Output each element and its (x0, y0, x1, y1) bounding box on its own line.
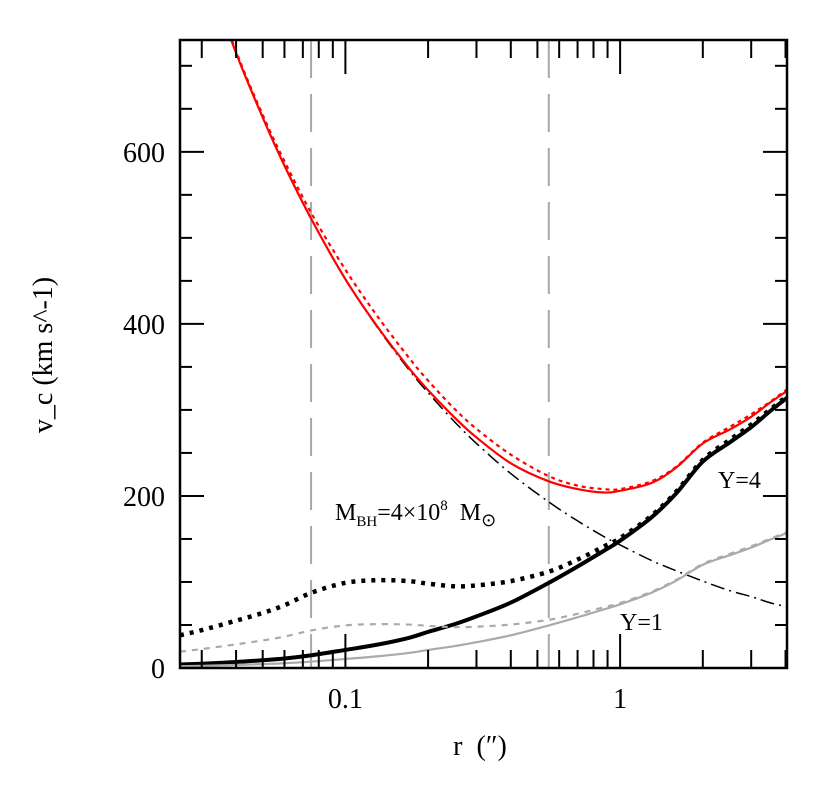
y-tick-label: 0 (151, 654, 165, 685)
series-stars-ups4-dotted (180, 394, 787, 638)
y-tick-label: 400 (123, 310, 165, 341)
x-tick-label: 1 (613, 684, 627, 715)
series-stars-ups1-dotted (180, 531, 787, 653)
bh-mass-annotation: MBH=4×108 M⊙ (335, 498, 496, 530)
series-stars-ups4-solid (180, 396, 787, 667)
x-tick-label: 0.1 (328, 684, 363, 715)
series-total-dotted (230, 40, 787, 491)
series-total-solid (230, 40, 787, 494)
x-axis-label: r (″) (453, 731, 507, 762)
plot-frame (178, 38, 789, 670)
y-tick-label: 200 (123, 482, 165, 513)
y-axis-label: v_c (km s^-1) (28, 277, 59, 433)
upsilon-4-label: Υ=4 (718, 468, 761, 494)
y-tick-label: 600 (123, 138, 165, 169)
series-stars-ups1-solid (180, 531, 787, 668)
upsilon-1-label: Υ=1 (620, 610, 663, 636)
